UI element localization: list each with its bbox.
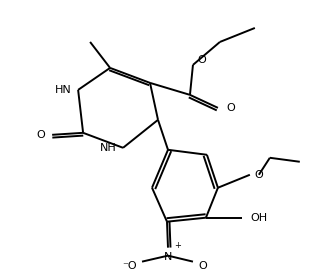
Text: HN: HN xyxy=(55,85,72,95)
Text: N: N xyxy=(164,252,172,262)
Text: O: O xyxy=(255,170,264,180)
Text: ⁻O: ⁻O xyxy=(122,261,137,271)
Text: OH: OH xyxy=(250,213,267,223)
Text: O: O xyxy=(197,55,206,65)
Text: O: O xyxy=(198,261,207,271)
Text: O: O xyxy=(36,130,45,140)
Text: NH: NH xyxy=(100,143,117,153)
Text: +: + xyxy=(174,241,181,250)
Text: O: O xyxy=(226,103,235,113)
